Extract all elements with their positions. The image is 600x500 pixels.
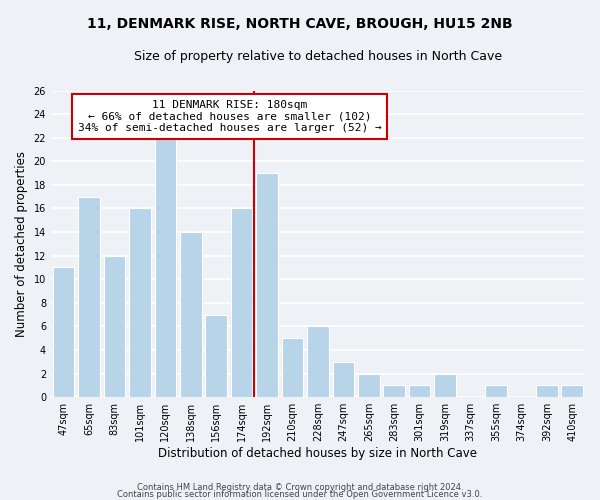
Text: Contains public sector information licensed under the Open Government Licence v3: Contains public sector information licen…	[118, 490, 482, 499]
Bar	[562, 386, 583, 397]
Bar	[358, 374, 380, 397]
Bar	[78, 196, 100, 397]
Y-axis label: Number of detached properties: Number of detached properties	[15, 151, 28, 337]
Bar	[409, 386, 430, 397]
Bar	[332, 362, 354, 397]
Bar	[536, 386, 557, 397]
Bar	[231, 208, 253, 397]
Text: 11 DENMARK RISE: 180sqm
← 66% of detached houses are smaller (102)
34% of semi-d: 11 DENMARK RISE: 180sqm ← 66% of detache…	[78, 100, 382, 133]
Bar	[383, 386, 405, 397]
Bar	[180, 232, 202, 397]
Bar	[434, 374, 456, 397]
Bar	[282, 338, 304, 397]
Bar	[155, 138, 176, 397]
Bar	[129, 208, 151, 397]
X-axis label: Distribution of detached houses by size in North Cave: Distribution of detached houses by size …	[158, 447, 478, 460]
Bar	[485, 386, 507, 397]
Bar	[104, 256, 125, 397]
Text: Contains HM Land Registry data © Crown copyright and database right 2024.: Contains HM Land Registry data © Crown c…	[137, 484, 463, 492]
Bar	[53, 268, 74, 397]
Title: Size of property relative to detached houses in North Cave: Size of property relative to detached ho…	[134, 50, 502, 63]
Text: 11, DENMARK RISE, NORTH CAVE, BROUGH, HU15 2NB: 11, DENMARK RISE, NORTH CAVE, BROUGH, HU…	[87, 18, 513, 32]
Bar	[205, 314, 227, 397]
Bar	[256, 173, 278, 397]
Bar	[307, 326, 329, 397]
